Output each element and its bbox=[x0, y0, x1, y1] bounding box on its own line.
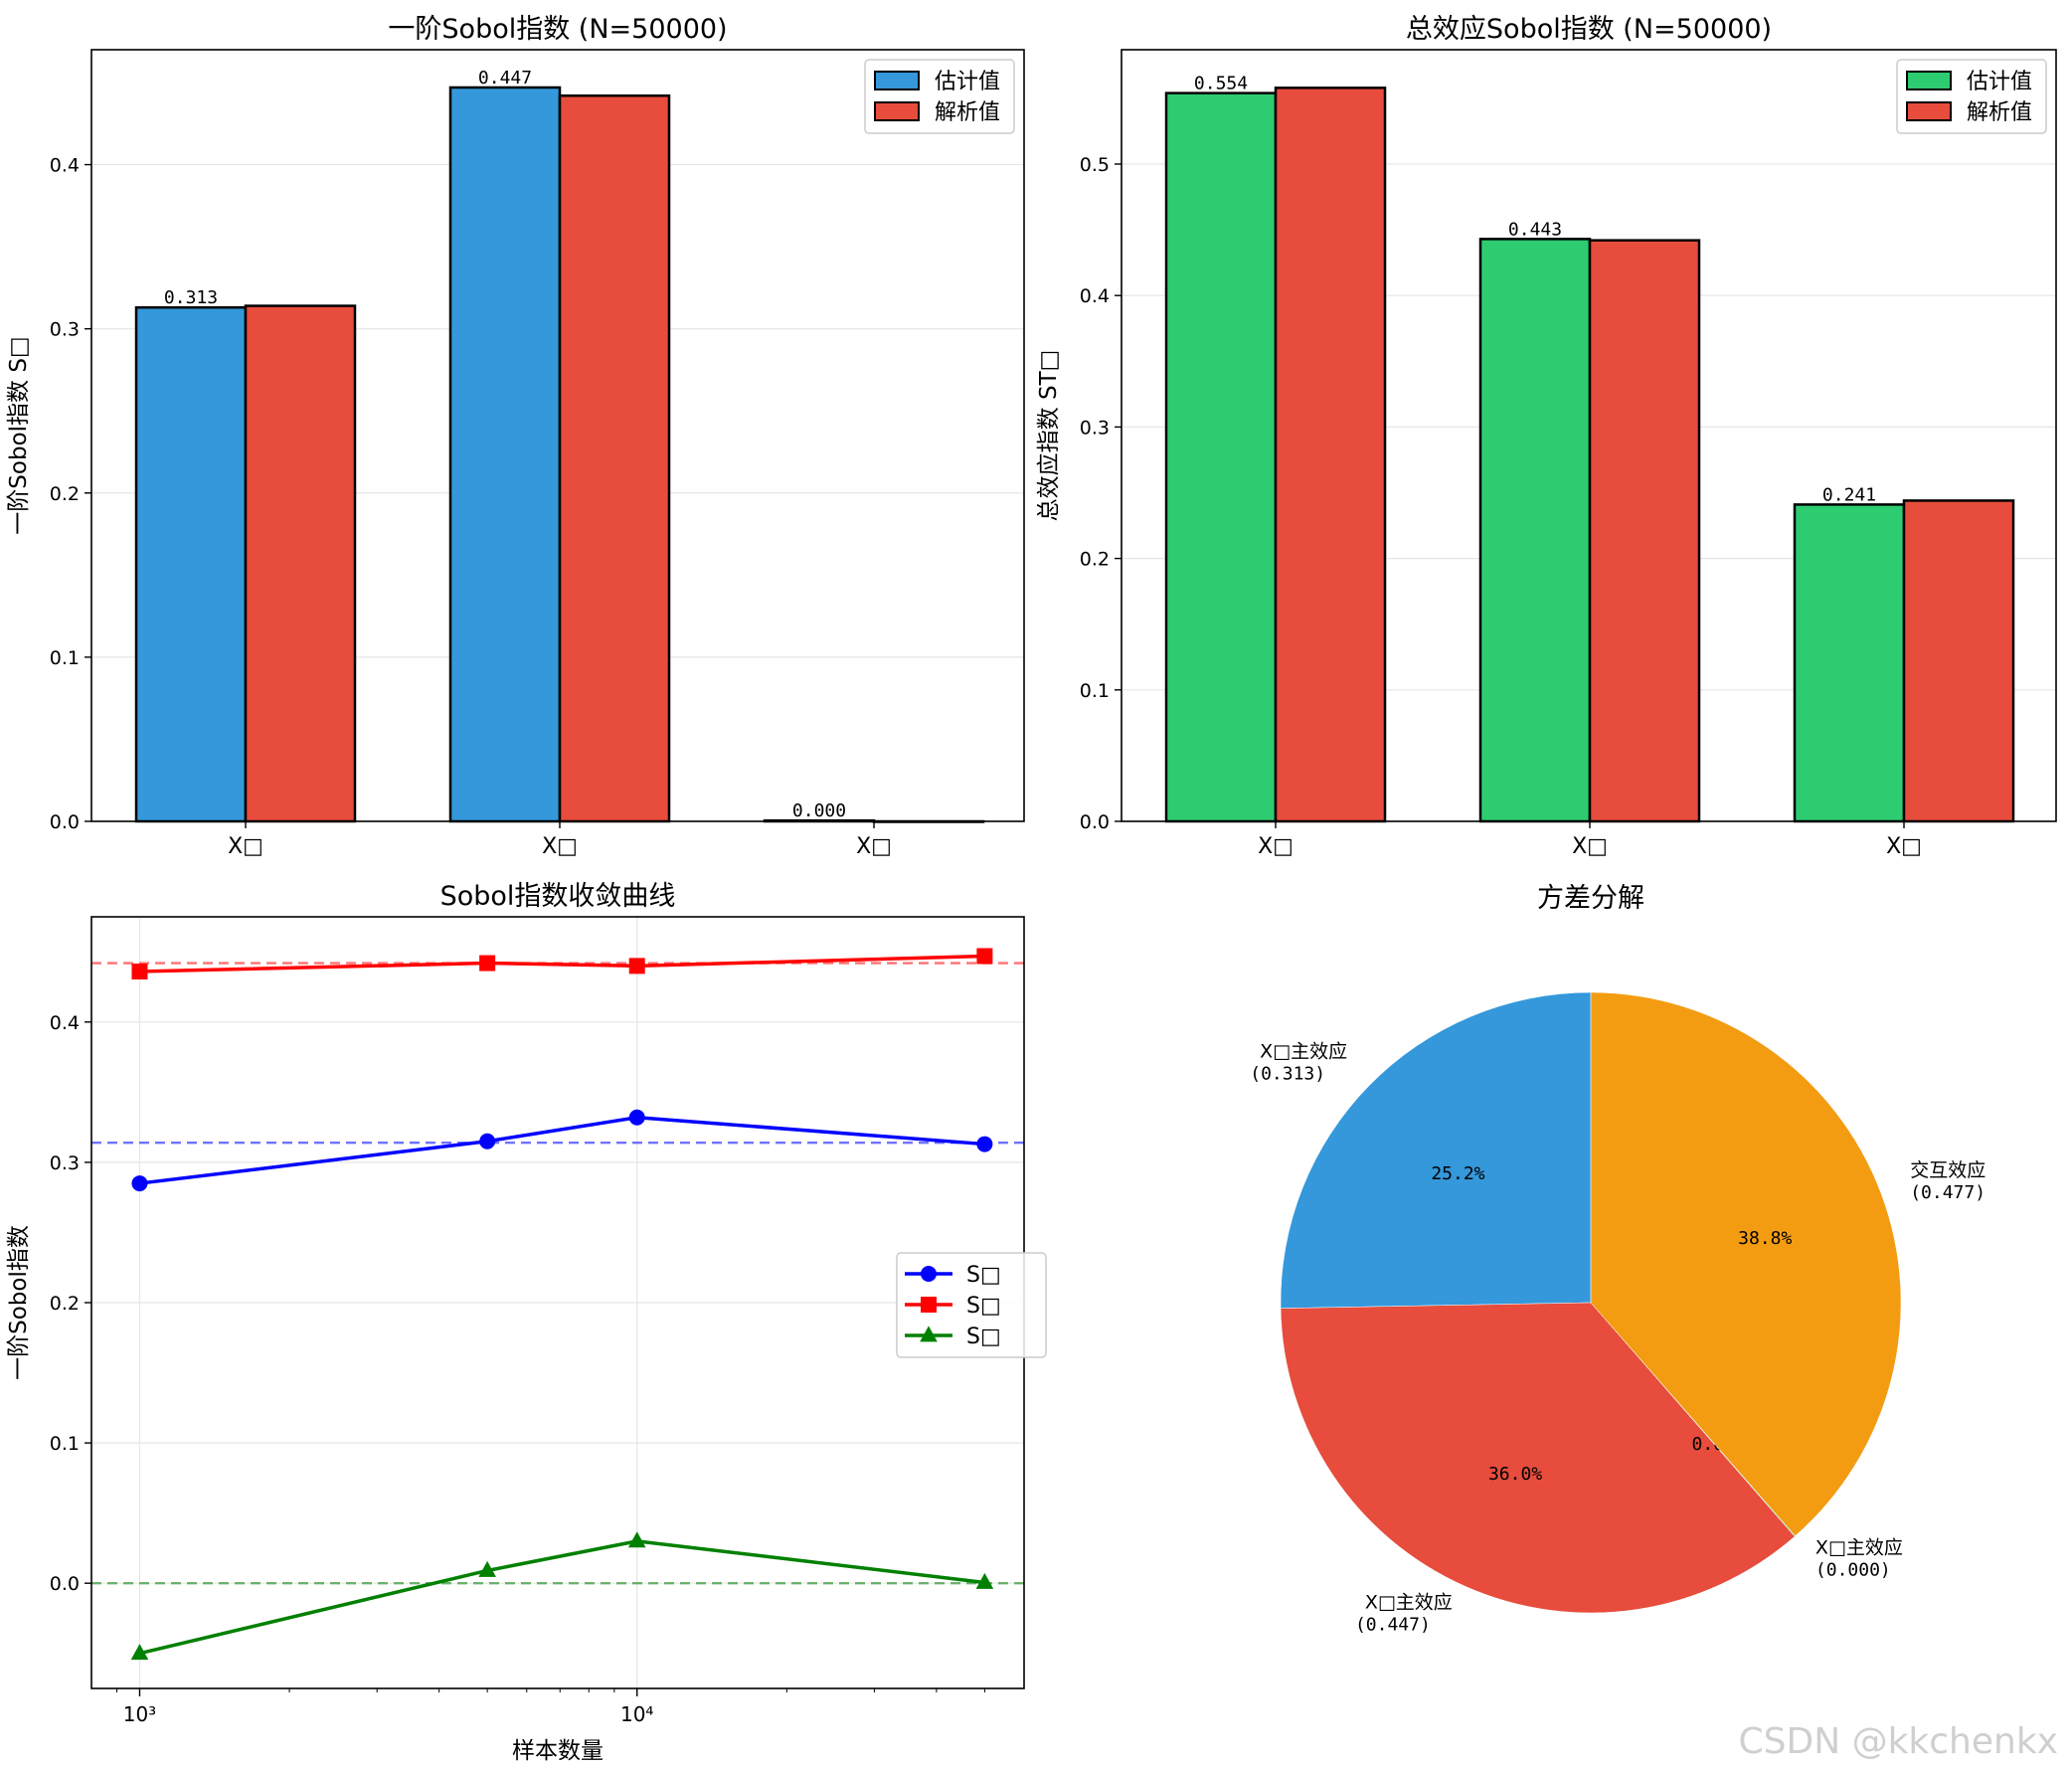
y-tick-label: 0.4 bbox=[50, 155, 80, 177]
y-tick-label: 0.0 bbox=[50, 811, 80, 833]
x-tick-label: 10³ bbox=[123, 1702, 156, 1726]
bar bbox=[448, 86, 562, 823]
legend-label: 解析值 bbox=[1967, 100, 2032, 125]
pie-slice bbox=[1280, 1302, 1796, 1614]
y-tick-label: 0.4 bbox=[50, 1012, 80, 1034]
data-label: 0.443 bbox=[1508, 219, 1562, 240]
y-tick-label: 0.0 bbox=[50, 1573, 80, 1595]
chart-title: Sobol指数收敛曲线 bbox=[440, 881, 676, 912]
legend-swatch bbox=[1906, 71, 1952, 90]
chart-title: 方差分解 bbox=[1537, 883, 1644, 914]
y-tick-label: 0.3 bbox=[1080, 417, 1110, 439]
pie-value-label: (0.313) bbox=[1250, 1064, 1325, 1085]
y-axis-label: 总效应指数 ST□ bbox=[1036, 350, 1062, 522]
bar bbox=[558, 93, 671, 823]
legend-label: 解析值 bbox=[935, 100, 1000, 125]
series-line bbox=[139, 1115, 985, 1185]
pie-value-label: (0.000) bbox=[1815, 1559, 1891, 1580]
bar bbox=[1902, 499, 2015, 823]
x-tick-label: X□ bbox=[542, 834, 578, 859]
axes-frame bbox=[1121, 49, 2057, 822]
bar bbox=[1588, 239, 1701, 823]
series-line bbox=[139, 954, 985, 973]
bar-chart-2: 0.0 0.1 0.2 0.3 0.4 0.5 0.554 0.443 0.241 X□ X□ X□ 总… bbox=[1036, 14, 2057, 859]
pie-label: X□主效应 bbox=[1260, 1041, 1347, 1063]
legend-label: 估计值 bbox=[1967, 70, 2032, 94]
legend-label: 估计值 bbox=[935, 70, 1000, 94]
data-point bbox=[976, 948, 993, 965]
y-tick-label: 0.3 bbox=[50, 319, 80, 341]
pie-slice bbox=[1590, 991, 1902, 1536]
y-tick-label: 0.3 bbox=[50, 1152, 80, 1174]
data-point bbox=[131, 1175, 148, 1192]
legend-label: S□ bbox=[966, 1263, 1001, 1288]
pie-pct-label: 36.0% bbox=[1488, 1464, 1542, 1485]
y-tick-label: 0.1 bbox=[1080, 680, 1110, 702]
legend-swatch bbox=[874, 101, 920, 121]
data-point bbox=[478, 1560, 496, 1577]
pie-chart: 25.2%X□主效应(0.313)36.0%X□主效应(0.447)0.0%X□… bbox=[1250, 883, 1986, 1636]
legend-label: S□ bbox=[966, 1294, 1001, 1319]
legend-swatch bbox=[1906, 101, 1952, 121]
y-tick-label: 0.5 bbox=[1080, 154, 1110, 176]
legend-marker bbox=[921, 1266, 937, 1282]
data-point bbox=[975, 1572, 994, 1589]
y-tick-label: 0.0 bbox=[1080, 811, 1110, 833]
data-label: 0.554 bbox=[1194, 74, 1248, 94]
y-tick-label: 0.2 bbox=[50, 1293, 80, 1315]
data-point bbox=[130, 1644, 149, 1661]
chart-title: 总效应Sobol指数 (N=50000) bbox=[1406, 14, 1772, 45]
bar bbox=[1274, 87, 1387, 823]
bar bbox=[244, 304, 357, 823]
bar-chart-1: 0.0 0.1 0.2 0.3 0.4 0.313 0.447 0.000 X□ X□ X□ 一阶So… bbox=[6, 14, 1025, 859]
pie-label: X□主效应 bbox=[1815, 1536, 1903, 1558]
x-tick-label: 10⁴ bbox=[620, 1702, 653, 1726]
legend-swatch bbox=[874, 71, 920, 90]
pie-label: 交互效应 bbox=[1910, 1159, 1986, 1181]
bar bbox=[1164, 91, 1278, 823]
y-axis-label: 一阶Sobol指数 S□ bbox=[6, 336, 32, 534]
data-point bbox=[628, 1109, 645, 1126]
x-tick-label: X□ bbox=[228, 834, 263, 859]
y-tick-label: 0.2 bbox=[50, 483, 80, 505]
x-tick-label: X□ bbox=[1258, 834, 1294, 859]
chart-title: 一阶Sobol指数 (N=50000) bbox=[388, 14, 727, 45]
pie-value-label: (0.447) bbox=[1355, 1615, 1431, 1636]
data-point bbox=[479, 1133, 496, 1149]
data-point bbox=[628, 958, 645, 974]
x-tick-label: X□ bbox=[1886, 834, 1922, 859]
legend-label: S□ bbox=[966, 1325, 1001, 1349]
data-point bbox=[627, 1531, 646, 1548]
x-tick-label: X□ bbox=[1572, 834, 1608, 859]
data-label: 0.313 bbox=[164, 287, 218, 308]
y-axis-label: 一阶Sobol指数 bbox=[6, 1225, 32, 1380]
pie-value-label: (0.477) bbox=[1910, 1182, 1986, 1203]
legend-marker bbox=[920, 1326, 938, 1342]
data-label: 0.000 bbox=[792, 800, 846, 821]
pie-slice bbox=[1280, 991, 1592, 1309]
bar bbox=[134, 305, 248, 823]
pie-pct-label: 25.2% bbox=[1431, 1163, 1484, 1184]
y-tick-label: 0.4 bbox=[1080, 285, 1110, 307]
x-axis-label: 样本数量 bbox=[512, 1738, 604, 1764]
pie-label: X□主效应 bbox=[1365, 1592, 1453, 1614]
data-point bbox=[479, 955, 496, 972]
pie-pct-label: 38.8% bbox=[1738, 1228, 1792, 1249]
y-tick-label: 0.1 bbox=[50, 647, 80, 669]
y-tick-label: 0.1 bbox=[50, 1433, 80, 1455]
watermark: CSDN @kkchenkx bbox=[1738, 1721, 2058, 1762]
data-point bbox=[131, 964, 148, 980]
x-tick-label: X□ bbox=[856, 834, 892, 859]
y-tick-label: 0.2 bbox=[1080, 549, 1110, 571]
series-line bbox=[139, 1539, 985, 1656]
data-point bbox=[976, 1136, 993, 1152]
data-label: 0.241 bbox=[1822, 484, 1876, 505]
data-label: 0.447 bbox=[478, 68, 532, 88]
axes-frame bbox=[90, 49, 1025, 822]
legend-marker bbox=[921, 1297, 937, 1313]
bar bbox=[1793, 503, 1906, 823]
bar bbox=[1478, 238, 1592, 823]
